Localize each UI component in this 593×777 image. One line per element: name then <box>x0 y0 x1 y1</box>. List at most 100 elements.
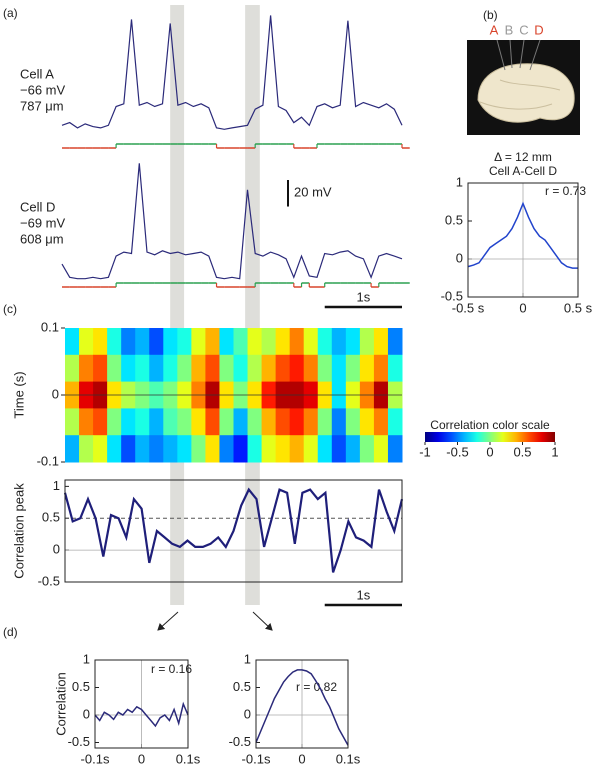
arrow <box>252 611 273 631</box>
cell-label: Cell D <box>20 199 55 214</box>
heatmap-cell <box>135 328 150 356</box>
colorbar <box>425 432 555 442</box>
heatmap-cell <box>317 435 333 463</box>
y-tick-label: -0.5 <box>68 734 90 749</box>
heatmap-cell <box>345 435 361 463</box>
y-axis-label: Time (s) <box>11 371 26 418</box>
heatmap-cell <box>121 328 136 356</box>
heatmap-cell <box>65 435 80 463</box>
heatmap-cell <box>191 408 206 436</box>
heatmap-cell <box>247 408 263 436</box>
heatmap-cell <box>261 408 277 436</box>
colorbar-tick-label: -1 <box>419 444 431 459</box>
electrode-label: C <box>519 22 528 37</box>
r-label: r = 0.73 <box>545 184 586 198</box>
heatmap-cell <box>359 328 375 356</box>
heatmap-cell <box>65 408 80 436</box>
y-tick-label: 0.5 <box>445 212 463 227</box>
electrode <box>496 39 506 71</box>
heatmap-cell <box>135 354 150 383</box>
x-tick-label: 0.1s <box>336 751 361 766</box>
heatmap-cell <box>205 435 220 463</box>
panel-label: (b) <box>483 8 498 22</box>
heatmap-cell <box>233 328 249 356</box>
electrode-label: B <box>505 22 514 37</box>
heatmap-cell <box>205 408 220 436</box>
heatmap-cell <box>387 435 403 463</box>
heatmap-cell <box>303 354 319 383</box>
heatmap-cell <box>345 328 361 356</box>
heatmap-cell <box>177 435 192 463</box>
x-tick-label: -0.5 s <box>452 300 485 315</box>
brain-sulci <box>479 79 561 110</box>
heatmap-cell <box>345 408 361 436</box>
axes-frame <box>94 659 189 749</box>
y-tick-label: 0 <box>244 706 251 721</box>
heatmap-cell <box>149 354 164 383</box>
heatmap-cell <box>79 435 94 463</box>
scale-label: 1s <box>356 289 370 304</box>
heatmap-cell <box>359 435 375 463</box>
heatmap-cell <box>107 408 122 436</box>
y-tick-label: 0.5 <box>72 679 90 694</box>
heatmap-cell <box>387 408 403 436</box>
heatmap-cell <box>331 354 347 383</box>
heatmap-cell <box>289 408 305 436</box>
y-axis-label: Correlation <box>53 672 68 736</box>
y-axis-label: Correlation peak <box>11 483 26 579</box>
heatmap-cell <box>289 328 305 356</box>
heatmap-cell <box>191 328 206 356</box>
panel-label: (d) <box>3 625 18 639</box>
data-line <box>467 201 578 269</box>
heatmap-cell <box>93 354 108 383</box>
x-tick-label: -0.1s <box>242 751 271 766</box>
x-tick-label: 0.5 s <box>564 300 593 315</box>
panel-label: (a) <box>3 6 18 20</box>
heatmap-cell <box>79 354 94 383</box>
heatmap-cell <box>65 328 80 356</box>
pair-label: Cell A-Cell D <box>489 164 557 178</box>
brain <box>477 63 575 123</box>
cell-label: Cell A <box>20 66 54 81</box>
heatmap-cell <box>275 408 291 436</box>
heatmap-cell <box>275 354 291 383</box>
heatmap-cell <box>359 354 375 383</box>
heatmap-cell <box>163 408 178 436</box>
heatmap-cell <box>191 435 206 463</box>
heatmap-cell <box>275 435 291 463</box>
colorbar-tick-label: 0 <box>486 444 493 459</box>
heatmap-cell <box>93 435 108 463</box>
arrow <box>157 611 179 631</box>
heatmap-cell <box>219 354 234 383</box>
y-tick-label: -0.5 <box>38 573 60 588</box>
y-tick-label: -0.5 <box>229 734 251 749</box>
heatmap-cell <box>233 354 249 383</box>
heatmap-cell <box>261 435 277 463</box>
voltage-trace <box>61 163 403 280</box>
heatmap-cell <box>303 435 319 463</box>
heatmap-cell <box>121 354 136 383</box>
heatmap-cell <box>163 354 178 383</box>
r-label: r = 0.16 <box>151 662 192 676</box>
heatmap-cell <box>303 408 319 436</box>
heatmap-cell <box>373 435 389 463</box>
panel-label: (c) <box>3 302 17 316</box>
heatmap-cell <box>149 435 164 463</box>
cell-label: 608 μm <box>20 231 64 246</box>
heatmap-cell <box>79 408 94 436</box>
heatmap-cell <box>261 328 277 356</box>
heatmap-cell <box>233 435 249 463</box>
heatmap-cell <box>289 435 305 463</box>
cell-label: −69 mV <box>20 215 65 230</box>
data-line <box>255 669 349 746</box>
heatmap-cell <box>191 354 206 383</box>
heatmap-cell <box>121 408 136 436</box>
x-tick-label: 0 <box>519 300 526 315</box>
y-tick-label: 1 <box>53 478 60 493</box>
heatmap-cell <box>219 408 234 436</box>
x-tick-label: 0 <box>138 751 145 766</box>
heatmap-cell <box>373 354 389 383</box>
y-tick-label: 0.5 <box>42 510 60 525</box>
heatmap-cell <box>331 408 347 436</box>
heatmap-cell <box>331 328 347 356</box>
